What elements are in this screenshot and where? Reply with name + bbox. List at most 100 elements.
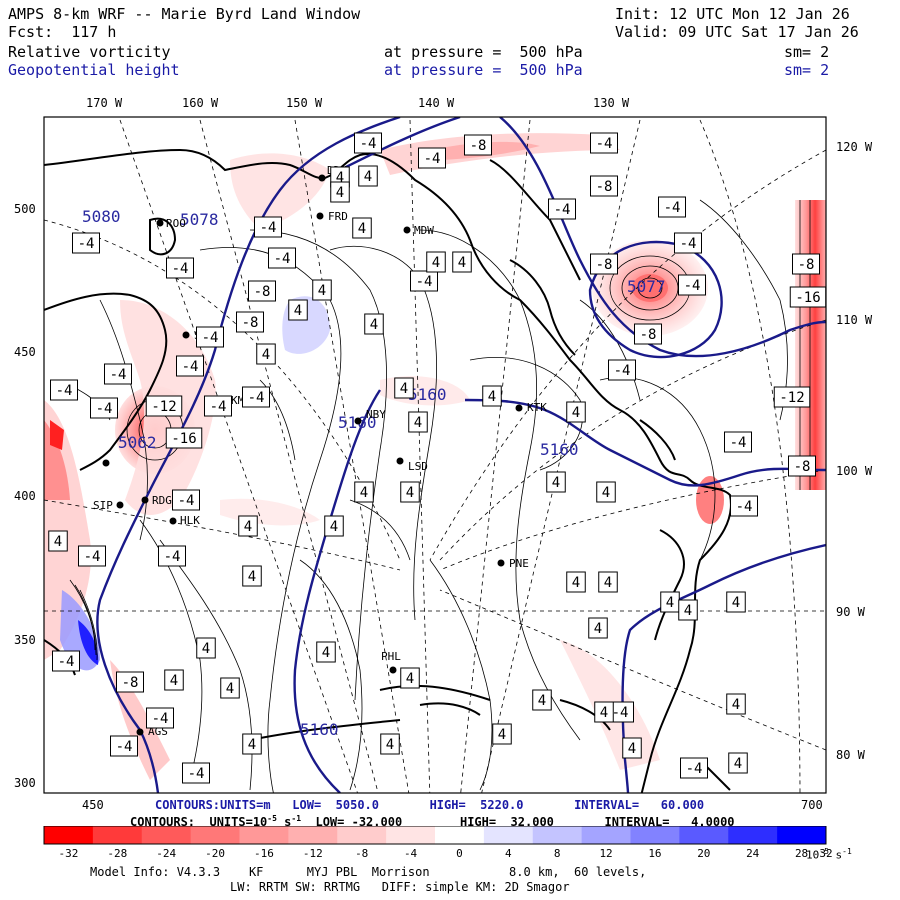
colorbar-tick-label: -24	[156, 847, 176, 860]
top-axis-label-2: 160 W	[182, 96, 219, 110]
colorbar-tick-label: -28	[107, 847, 127, 860]
svg-text:-8: -8	[596, 179, 613, 195]
vorticity-label-box: -8	[590, 175, 618, 197]
vorticity-label-box: -8	[248, 280, 276, 302]
station-rdg: RDG	[141, 494, 172, 507]
colorbar-tick-label: 16	[648, 847, 661, 860]
svg-text:4: 4	[170, 673, 178, 689]
colorbar-tick-label: -8	[355, 847, 368, 860]
colorbar-tick-label: -32	[59, 847, 79, 860]
model-info: Model Info: V4.3.3 KF MYJ PBL Morrison 8…	[90, 865, 647, 879]
vorticity-label-box: -4	[242, 386, 270, 408]
svg-text:-4: -4	[596, 136, 613, 152]
vorticity-label-box: 4	[358, 165, 378, 187]
left-axis-label-1: 500	[14, 202, 36, 216]
station-pne: PNE	[497, 557, 529, 570]
svg-text:-4: -4	[248, 390, 265, 406]
vorticity-label-box: 4	[380, 733, 400, 755]
svg-text:4: 4	[202, 641, 210, 657]
vorticity-label-box: 4	[394, 377, 414, 399]
colorbar-tick-label: 4	[505, 847, 512, 860]
svg-text:4: 4	[732, 595, 740, 611]
colorbar-swatch	[141, 826, 192, 844]
vorticity-label-box: 4	[288, 299, 308, 321]
vorticity-shading	[44, 133, 826, 780]
svg-text:4: 4	[432, 255, 440, 271]
vorticity-label-box: 4	[220, 677, 240, 699]
vorticity-label-box: -8	[590, 253, 618, 275]
svg-text:-4: -4	[424, 151, 441, 167]
svg-text:4: 4	[330, 519, 338, 535]
svg-text:NBY: NBY	[366, 408, 386, 421]
vorticity-label-box: 4	[622, 737, 642, 759]
height-label: 5080	[82, 207, 121, 226]
vorticity-label-box: 4	[164, 669, 184, 691]
vorticity-label-box: -4	[548, 198, 576, 220]
top-axis-label-4: 140 W	[418, 96, 455, 110]
svg-text:4: 4	[386, 737, 394, 753]
colorbar-swatch	[337, 826, 387, 844]
vorticity-label-box: -8	[236, 311, 264, 333]
colorbar-tick-label: 24	[746, 847, 760, 860]
colorbar-swatch	[483, 826, 534, 844]
vorticity-label-box: -4	[50, 379, 78, 401]
svg-text:-4: -4	[730, 435, 747, 451]
svg-text:-4: -4	[210, 399, 227, 415]
left-axis-label-2: 450	[14, 345, 36, 359]
svg-text:-16: -16	[795, 290, 820, 306]
vorticity-label-box: -4	[196, 326, 224, 348]
vorticity-label-box: 4	[598, 571, 618, 593]
vorticity-label-box: -4	[354, 132, 382, 154]
colorbar-unit: 10-5 s-1	[806, 847, 852, 862]
vorticity-label-box: -4	[146, 707, 174, 729]
vorticity-label-box: -4	[182, 762, 210, 784]
bottom-axis-label-2: 700	[801, 798, 823, 812]
station-roo: ROO	[156, 217, 186, 230]
vorticity-label-box: -4	[590, 132, 618, 154]
vorticity-label-box: -8	[792, 253, 820, 275]
vorticity-label-box: 4	[400, 481, 420, 503]
svg-text:-8: -8	[794, 459, 811, 475]
svg-text:-4: -4	[172, 261, 189, 277]
init-time: Init: 12 UTC Mon 12 Jan 26	[615, 5, 850, 23]
svg-text:HLK: HLK	[180, 514, 200, 527]
vorticity-label-box: 4	[566, 571, 586, 593]
svg-text:KTK: KTK	[527, 401, 547, 414]
svg-text:-4: -4	[360, 136, 377, 152]
height-label: 5160	[408, 385, 447, 404]
vorticity-label-box: -4	[166, 257, 194, 279]
svg-text:4: 4	[732, 697, 740, 713]
colorbar-swatch	[630, 826, 680, 844]
colorbar-tick-label: -12	[303, 847, 323, 860]
svg-text:4: 4	[414, 415, 422, 431]
vorticity-label-box: 4	[48, 530, 68, 552]
svg-text:4: 4	[294, 303, 302, 319]
svg-text:4: 4	[358, 221, 366, 237]
vorticity-label-box: 4	[594, 701, 614, 723]
svg-text:4: 4	[572, 575, 580, 591]
vorticity-label-box: 4	[482, 385, 502, 407]
height-label: 5160	[300, 720, 339, 739]
svg-text:MDW: MDW	[414, 224, 434, 237]
vorticity-label-box: 4	[596, 481, 616, 503]
svg-text:4: 4	[322, 645, 330, 661]
station-mdw: MDW	[403, 224, 434, 237]
svg-text:4: 4	[248, 569, 256, 585]
vorticity-label-box: 4	[242, 733, 262, 755]
svg-text:4: 4	[602, 485, 610, 501]
vorticity-labels: -4 -4 -8 -4 -4 -8 -4 -4 -8 -4 -8 -4 -8 -16 -12 -4 -8 -4 -4…	[48, 132, 826, 784]
svg-text:-4: -4	[78, 236, 95, 252]
colorbar-swatch	[239, 826, 289, 844]
height-label: 5062	[118, 433, 157, 452]
svg-text:4: 4	[552, 475, 560, 491]
vorticity-label-box: 4	[726, 591, 746, 613]
station-phl: PHL	[381, 650, 401, 674]
vorticity-label-box: -4	[90, 397, 118, 419]
svg-text:-4: -4	[56, 383, 73, 399]
height-label: 5160	[540, 440, 579, 459]
svg-text:4: 4	[488, 389, 496, 405]
svg-text:4: 4	[226, 681, 234, 697]
svg-text:FRD: FRD	[328, 210, 348, 223]
colorbar-swatch	[679, 826, 729, 844]
svg-text:-8: -8	[470, 138, 487, 154]
